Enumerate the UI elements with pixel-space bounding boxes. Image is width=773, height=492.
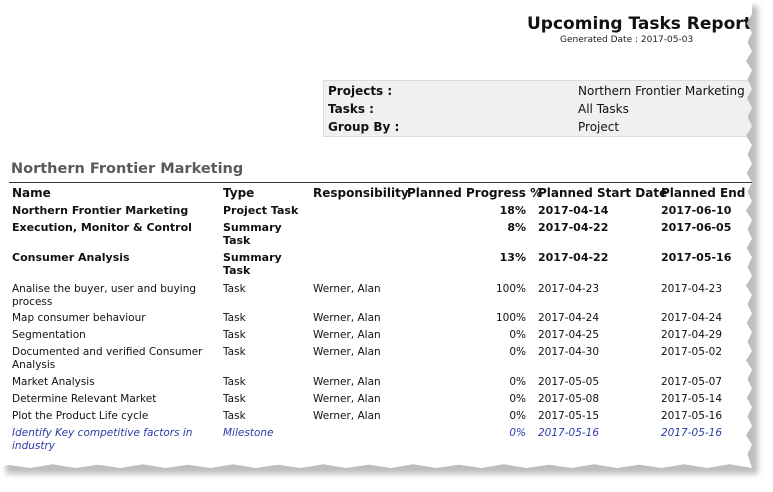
- cell-type: Milestone: [223, 427, 274, 439]
- param-value: Project: [578, 120, 620, 134]
- cell-type: Project Task: [223, 204, 299, 217]
- cell-start: 2017-05-16: [538, 427, 600, 439]
- cell-start: 2017-05-08: [538, 393, 600, 405]
- cell-start: 2017-05-05: [538, 376, 600, 388]
- generated-date: Generated Date : 2017-05-03: [560, 35, 694, 45]
- cell-name: Execution, Monitor & Control: [12, 221, 192, 234]
- cell-responsibility: Werner, Alan: [313, 393, 381, 405]
- cell-responsibility: Werner, Alan: [313, 410, 381, 422]
- cell-name: Segmentation: [12, 329, 86, 341]
- param-value: Northern Frontier Marketing: [578, 84, 745, 98]
- column-header-responsibility: Responsibility: [313, 186, 409, 200]
- cell-type: Task: [223, 312, 246, 324]
- param-tasks: Tasks : All Tasks: [328, 100, 748, 118]
- column-header-end: Planned End Da: [661, 186, 768, 200]
- cell-name: Consumer Analysis: [12, 251, 130, 264]
- cell-progress: 0%: [509, 376, 526, 388]
- cell-start: 2017-04-24: [538, 312, 600, 324]
- cell-name: Plot the Product Life cycle: [12, 410, 149, 422]
- cell-type: Task: [223, 376, 246, 388]
- cell-type: Summary Task: [223, 221, 282, 247]
- cell-end: 2017-05-16: [661, 251, 732, 264]
- cell-type: Task: [223, 283, 246, 295]
- cell-responsibility: Werner, Alan: [313, 376, 381, 388]
- cell-name: Market Analysis: [12, 376, 95, 388]
- cell-progress: 0%: [509, 410, 526, 422]
- cell-name: Identify Key competitive factors in indu…: [12, 427, 193, 452]
- param-label: Tasks :: [328, 102, 374, 116]
- cell-progress: 8%: [507, 221, 526, 234]
- cell-end: 2017-06-05: [661, 221, 732, 234]
- cell-end: 2017-04-24: [661, 312, 723, 324]
- cell-name: Determine Relevant Market: [12, 393, 157, 405]
- cell-progress: 0%: [509, 346, 526, 358]
- header-divider: [9, 182, 752, 183]
- param-projects: Projects : Northern Frontier Marketing: [328, 82, 748, 100]
- cell-responsibility: Werner, Alan: [313, 329, 381, 341]
- cell-start: 2017-04-23: [538, 283, 600, 295]
- cell-start: 2017-04-22: [538, 221, 609, 234]
- report-page: Upcoming Tasks Report Generated Date : 2…: [9, 14, 752, 452]
- cell-progress: 13%: [499, 251, 526, 264]
- cell-end: 2017-05-16: [661, 427, 723, 439]
- cell-progress: 0%: [509, 329, 526, 341]
- column-header-start: Planned Start Date: [538, 186, 668, 200]
- cell-type: Task: [223, 410, 246, 422]
- cell-end: 2017-05-02: [661, 346, 723, 358]
- cell-progress: 18%: [499, 204, 526, 217]
- cell-name: Map consumer behaviour: [12, 312, 146, 324]
- cell-progress: 0%: [509, 393, 526, 405]
- cell-name: Analise the buyer, user and buying proce…: [12, 283, 197, 308]
- cell-start: 2017-04-22: [538, 251, 609, 264]
- cell-type: Task: [223, 346, 246, 358]
- report-parameters: Projects : Northern Frontier Marketing T…: [323, 80, 752, 137]
- column-header-progress: Planned Progress %: [407, 186, 543, 200]
- cell-progress: 100%: [495, 283, 526, 295]
- cell-start: 2017-05-15: [538, 410, 600, 422]
- param-group-by: Group By : Project: [328, 118, 748, 136]
- param-value: All Tasks: [578, 102, 629, 116]
- cell-start: 2017-04-25: [538, 329, 600, 341]
- cell-type: Task: [223, 393, 246, 405]
- cell-responsibility: Werner, Alan: [313, 283, 381, 295]
- column-header-name: Name: [12, 186, 51, 200]
- cell-start: 2017-04-30: [538, 346, 600, 358]
- group-header: Northern Frontier Marketing: [11, 161, 244, 177]
- cell-progress: 100%: [495, 312, 526, 324]
- cell-end: 2017-05-14: [661, 393, 723, 405]
- cell-end: 2017-05-07: [661, 376, 723, 388]
- cell-responsibility: Werner, Alan: [313, 312, 381, 324]
- cell-type: Summary Task: [223, 251, 282, 277]
- cell-progress: 0%: [509, 427, 526, 439]
- cell-name: Documented and verified Consumer Analysi…: [12, 346, 203, 371]
- column-header-type: Type: [223, 186, 255, 200]
- cell-end: 2017-06-10: [661, 204, 732, 217]
- cell-type: Task: [223, 329, 246, 341]
- cell-end: 2017-04-23: [661, 283, 723, 295]
- cell-end: 2017-04-29: [661, 329, 723, 341]
- cell-name: Northern Frontier Marketing: [12, 204, 189, 217]
- cell-start: 2017-04-14: [538, 204, 609, 217]
- report-title: Upcoming Tasks Report: [527, 14, 752, 34]
- param-label: Projects :: [328, 84, 393, 98]
- cell-end: 2017-05-16: [661, 410, 723, 422]
- param-label: Group By :: [328, 120, 400, 134]
- cell-responsibility: Werner, Alan: [313, 346, 381, 358]
